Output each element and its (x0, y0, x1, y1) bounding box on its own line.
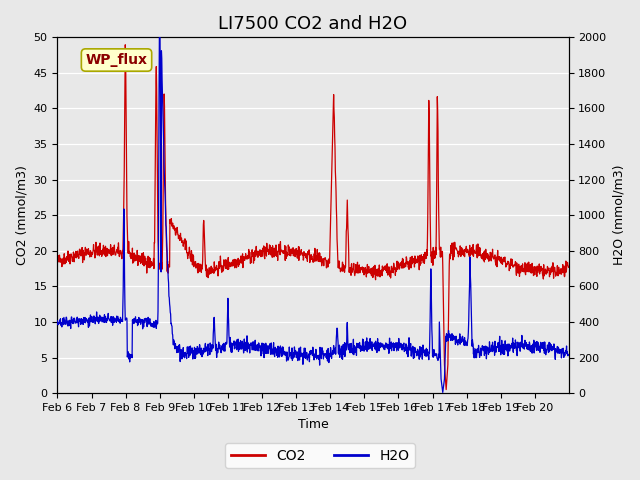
Text: WP_flux: WP_flux (86, 53, 147, 67)
X-axis label: Time: Time (298, 419, 328, 432)
Legend: CO2, H2O: CO2, H2O (225, 443, 415, 468)
Y-axis label: CO2 (mmol/m3): CO2 (mmol/m3) (15, 165, 28, 265)
Y-axis label: H2O (mmol/m3): H2O (mmol/m3) (612, 165, 625, 265)
Title: LI7500 CO2 and H2O: LI7500 CO2 and H2O (218, 15, 408, 33)
